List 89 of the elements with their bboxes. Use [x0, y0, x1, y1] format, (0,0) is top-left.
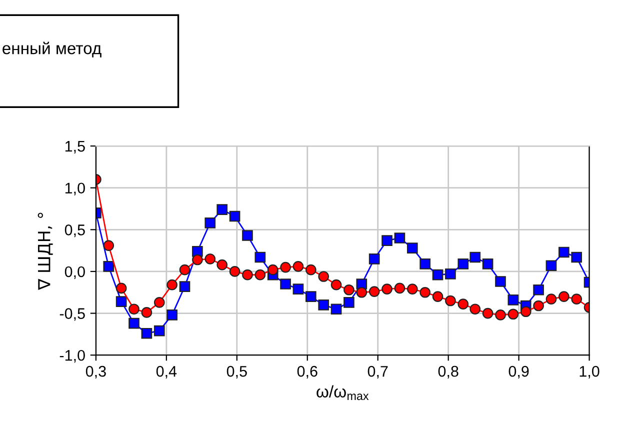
point — [103, 261, 114, 272]
point — [445, 295, 456, 306]
point — [406, 284, 418, 294]
y-tick-label: -1,0 — [60, 350, 85, 363]
x-tick-label: 0,8 — [438, 366, 458, 379]
point — [482, 258, 494, 270]
y-tick-label: 0,5 — [64, 224, 85, 238]
point — [229, 210, 240, 222]
point — [368, 254, 380, 264]
point — [420, 286, 430, 298]
point — [305, 264, 316, 276]
point — [103, 240, 114, 251]
point — [344, 297, 354, 308]
point — [128, 318, 140, 329]
point — [204, 218, 216, 228]
point — [254, 269, 266, 280]
point — [458, 258, 469, 270]
point — [116, 296, 127, 307]
point — [141, 328, 152, 339]
point — [166, 279, 178, 290]
point — [330, 304, 342, 315]
y-tick-label: 1,5 — [65, 141, 85, 154]
y-tick-label: -0,5 — [60, 308, 85, 321]
point — [330, 279, 342, 290]
point — [179, 281, 190, 292]
point — [204, 254, 216, 264]
text: енный метод — [2, 42, 102, 58]
point — [318, 300, 330, 310]
point — [305, 291, 316, 302]
point — [495, 310, 506, 320]
point — [508, 308, 519, 320]
point — [267, 264, 278, 276]
point — [520, 306, 532, 318]
point — [495, 276, 506, 287]
point — [141, 307, 152, 318]
x-tick-label: 0,6 — [297, 366, 318, 379]
point — [533, 300, 544, 312]
point — [508, 294, 519, 306]
point — [318, 271, 330, 282]
point — [292, 284, 304, 294]
point — [116, 282, 127, 294]
x-axis-title: ω/ω$_{max}$ — [316, 385, 369, 400]
point — [280, 262, 291, 273]
point — [128, 304, 140, 315]
point — [368, 286, 380, 297]
x-tick-label: 0,5 — [226, 366, 247, 379]
point — [458, 298, 469, 310]
point — [432, 291, 444, 302]
point — [546, 260, 557, 272]
point — [533, 284, 544, 296]
point — [216, 259, 228, 270]
point — [229, 266, 240, 277]
point — [470, 252, 481, 263]
point — [242, 269, 253, 280]
point — [420, 258, 430, 270]
y-tick-label: 1,0 — [65, 182, 85, 196]
y-axis-title: ∇ ШДН, ° — [38, 212, 53, 290]
point — [406, 242, 418, 254]
point — [179, 264, 190, 276]
point — [382, 284, 392, 294]
point — [432, 269, 444, 280]
point — [216, 204, 228, 215]
point — [394, 282, 406, 294]
point — [154, 297, 165, 308]
point — [558, 246, 570, 258]
point — [571, 294, 582, 304]
x-tick-label: 0,7 — [368, 366, 388, 379]
point — [166, 310, 178, 320]
point — [254, 252, 266, 263]
point — [242, 230, 253, 241]
point — [470, 304, 481, 315]
point — [154, 325, 165, 336]
point — [571, 252, 582, 263]
x-tick-label: 0,9 — [508, 366, 529, 379]
point — [292, 261, 304, 272]
point — [356, 286, 368, 298]
point — [192, 254, 203, 266]
point — [280, 278, 291, 290]
point — [394, 232, 406, 244]
point — [344, 284, 354, 296]
point — [445, 268, 456, 280]
point — [546, 294, 557, 304]
x-tick-label: 0,3 — [86, 366, 106, 379]
x-tick-label: 0,4 — [156, 366, 177, 379]
point — [382, 235, 392, 246]
x-tick-label: 1,0 — [580, 366, 600, 379]
point — [558, 291, 570, 302]
point — [482, 308, 494, 319]
y-tick-label: 0,0 — [64, 266, 85, 279]
